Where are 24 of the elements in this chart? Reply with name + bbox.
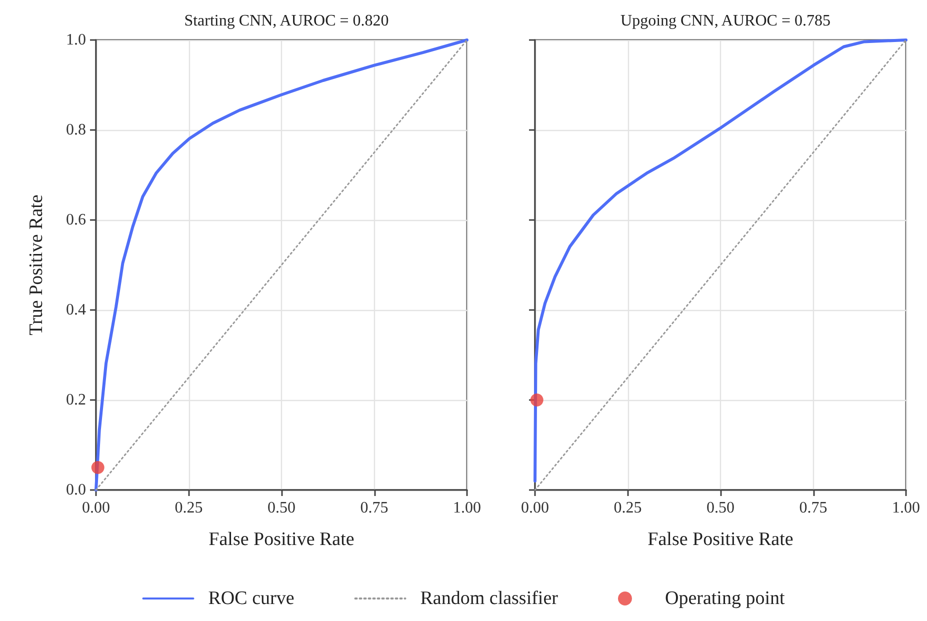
legend-label: Operating point [664,588,786,609]
chart-title: Starting CNN, AUROC = 0.820 [184,12,389,30]
x-tick-label: 0.00 [521,500,549,516]
y-tick-label: 0.2 [66,392,86,408]
y-tick-label: 0.6 [66,212,86,228]
x-axis-title: False Positive Rate [208,529,354,550]
x-tick-label: 0.25 [614,500,642,516]
x-tick-label: 0.75 [799,500,828,516]
x-tick-label: 0.00 [82,500,110,516]
y-tick-label: 0.8 [66,122,86,138]
y-tick-label: 1.0 [66,32,86,48]
chart-title: Upgoing CNN, AUROC = 0.785 [620,12,830,30]
legend-label: Random classifier [420,588,559,609]
x-tick-label: 0.75 [360,500,388,516]
y-tick-label: 0.0 [66,482,86,498]
y-tick-label: 0.4 [66,302,86,318]
x-tick-label: 1.00 [892,500,920,516]
x-tick-label: 1.00 [453,500,481,516]
legend-label: ROC curve [208,588,294,609]
x-tick-label: 0.25 [174,500,203,516]
x-tick-label: 0.50 [706,500,734,516]
x-tick-label: 0.50 [268,500,296,516]
x-axis-title: False Positive Rate [648,529,794,550]
y-axis-title: True Positive Rate [26,194,47,336]
